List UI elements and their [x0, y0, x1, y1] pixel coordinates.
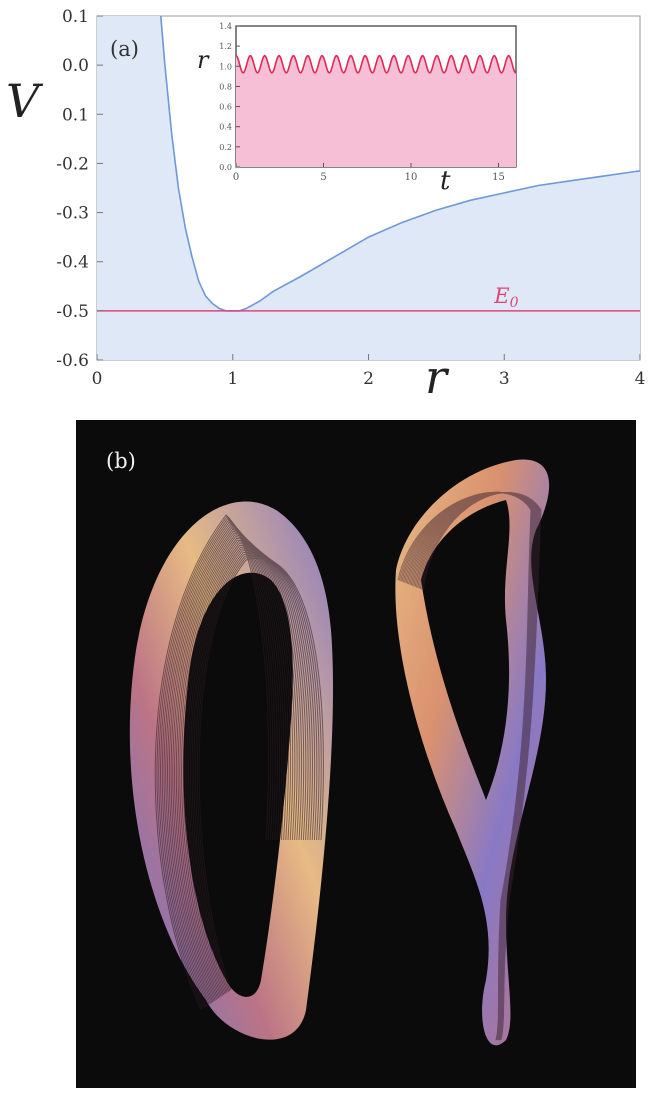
left-band-strand	[198, 557, 324, 991]
y-axis-ticks: 0.1 0.0 0.1 -0.2 -0.3 -0.4 -0.5 -0.6	[56, 7, 103, 371]
left-band-strand	[184, 545, 307, 997]
left-band-strand	[182, 543, 305, 998]
x-axis-ticks: 0 1 2 3 4	[92, 354, 646, 389]
inset-y-tick-label: 0.0	[219, 163, 232, 172]
y-tick-label: 0.1	[62, 105, 89, 125]
inset-area-fill	[236, 55, 516, 168]
left-band-strand	[170, 530, 289, 1003]
inset-plot: 0.0 0.2 0.4 0.6 0.8 1.0 1.2 1.4 0 5 10 15 r t	[197, 22, 517, 196]
left-band-strand	[195, 554, 320, 992]
y-tick-label: -0.2	[56, 154, 89, 174]
inset-y-tick-label: 1.2	[219, 42, 232, 51]
left-band-strand	[186, 546, 309, 996]
left-band-strand	[161, 521, 278, 1008]
panel-label-a: (a)	[110, 37, 139, 61]
y-tick-label: -0.3	[56, 204, 89, 224]
inset-y-tick-label: 0.8	[219, 82, 232, 91]
inset-x-tick-label: 15	[492, 172, 505, 183]
left-band-strand	[156, 516, 272, 1010]
y-tick-label: 0.1	[62, 7, 89, 27]
right-band-strand	[422, 492, 542, 1041]
x-tick-label: 3	[499, 369, 510, 389]
inset-y-label: r	[197, 46, 210, 74]
inset-x-tick-label: 5	[320, 172, 326, 183]
left-band-strand	[193, 553, 318, 993]
inset-x-label: t	[440, 166, 451, 196]
left-band-strand	[172, 532, 292, 1003]
left-band-strand	[174, 534, 294, 1002]
left-band-strand	[196, 556, 322, 991]
left-band-strand	[175, 536, 296, 1001]
y-tick-label: -0.6	[56, 351, 89, 371]
left-band-strand	[189, 549, 313, 995]
potential-area-fill	[97, 16, 640, 360]
trajectory-render: (b)	[76, 420, 636, 1088]
left-band-strand	[163, 523, 281, 1007]
inset-y-ticks: 0.0 0.2 0.4 0.6 0.8 1.0 1.2 1.4	[219, 22, 240, 172]
y-tick-label: -0.5	[56, 302, 89, 322]
inset-y-tick-label: 0.2	[219, 143, 232, 152]
left-band-strand	[158, 517, 274, 1009]
left-band-strand	[191, 551, 316, 994]
x-axis-label: r	[425, 350, 450, 404]
inset-x-tick-label: 10	[405, 172, 418, 183]
x-tick-label: 0	[92, 369, 103, 389]
left-band-strand	[181, 541, 302, 999]
y-axis-label: V	[6, 74, 44, 128]
left-band-strand	[179, 539, 300, 999]
left-band-strand	[154, 514, 270, 1011]
inset-y-tick-label: 0.6	[219, 103, 232, 112]
inset-y-tick-label: 1.4	[219, 22, 232, 31]
inset-x-ticks: 0 5 10 15	[233, 163, 505, 183]
inset-oscillation-line	[235, 54, 517, 74]
left-band-strand	[188, 548, 311, 995]
left-band-strand	[165, 525, 283, 1006]
y-tick-label: -0.4	[56, 253, 89, 273]
inset-y-tick-label: 0.4	[219, 123, 232, 132]
x-tick-label: 2	[363, 369, 374, 389]
inset-x-tick-label: 0	[233, 172, 239, 183]
inset-y-tick-label: 1.0	[219, 62, 232, 71]
potential-curve	[160, 15, 641, 312]
panel-label-b: (b)	[106, 449, 136, 473]
x-tick-label: 4	[635, 369, 646, 389]
left-trajectory-band	[129, 501, 334, 1040]
left-band-strand	[168, 528, 287, 1004]
left-band-strand	[167, 527, 285, 1005]
left-band-strand	[160, 519, 276, 1008]
left-band-strand	[177, 537, 298, 1000]
right-trajectory-band	[395, 459, 550, 1046]
x-tick-label: 1	[227, 369, 238, 389]
y-tick-label: 0.0	[62, 56, 89, 76]
